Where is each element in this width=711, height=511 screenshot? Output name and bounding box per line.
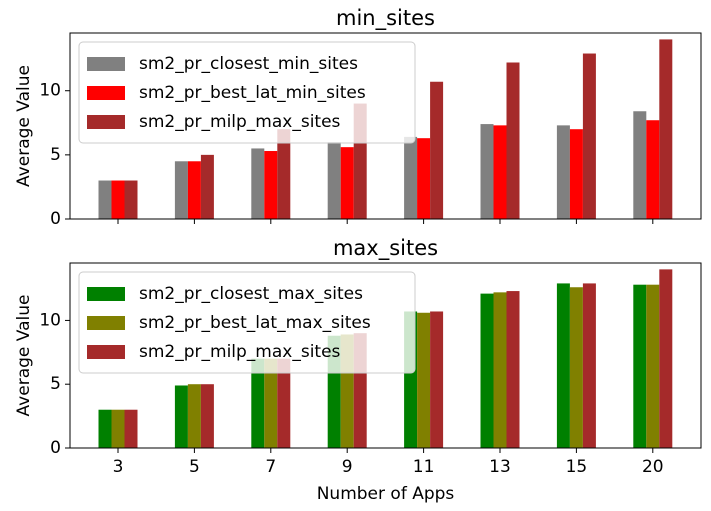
bar-sm2_pr_closest_min_sites-20 [633,111,647,219]
bar-sm2_pr_closest_min_sites-3 [98,180,112,219]
bar-sm2_pr_best_lat_min_sites-9 [340,147,354,219]
bar-sm2_pr_milp_max_sites-20 [659,39,673,220]
bar-sm2_pr_closest_min_sites-7 [251,148,265,219]
legend-box [78,41,416,144]
y-axis-label: Average Value [14,295,34,417]
legend-swatch [87,316,125,330]
bar-sm2_pr_milp_max_sites-7 [277,358,291,448]
bar-sm2_pr_best_lat_max_sites-7 [264,358,278,448]
y-tick-label: 10 [39,310,61,330]
x-tick-label: 15 [566,457,588,477]
x-axis-label: Number of Apps [317,484,455,504]
x-tick-label: 13 [489,457,511,477]
bar-sm2_pr_best_lat_min_sites-3 [111,180,125,219]
panel-min-sites: min_sites Average Value 0 5 10 sm2_pr_closest… [14,6,702,229]
legend-swatch [87,287,125,301]
bar-sm2_pr_best_lat_min_sites-5 [187,161,201,219]
legend-box [78,271,416,374]
legend-label: sm2_pr_milp_max_sites [139,342,341,362]
bar-sm2_pr_closest_min_sites-13 [480,124,494,219]
bar-sm2_pr_closest_min_sites-15 [556,125,570,219]
y-tick-label: 5 [50,145,61,165]
x-tick-label: 9 [342,457,353,477]
plot-frame [69,32,702,220]
x-tick-label: 5 [189,457,200,477]
x-tick-label: 3 [113,457,124,477]
bar-sm2_pr_milp_max_sites-11 [430,311,444,448]
bar-sm2_pr_best_lat_min_sites-7 [264,151,278,219]
x-tick-label: 20 [642,457,664,477]
bar-sm2_pr_closest_max_sites-7 [251,358,265,448]
legend-label: sm2_pr_closest_max_sites [139,284,363,304]
bar-sm2_pr_closest_max_sites-3 [98,409,112,448]
bar-sm2_pr_milp_max_sites-5 [200,384,214,448]
bar-sm2_pr_best_lat_max_sites-11 [417,312,431,448]
legend-swatch [87,115,125,129]
legend-label: sm2_pr_closest_min_sites [139,54,358,74]
y-tick-label: 10 [39,81,61,101]
bar-sm2_pr_best_lat_min_sites-15 [569,129,583,219]
bar-sm2_pr_closest_min_sites-11 [404,136,418,219]
bar-sm2_pr_milp_max_sites-15 [582,53,596,219]
legend: sm2_pr_closest_max_sites sm2_pr_best_lat_… [78,271,416,374]
bar-sm2_pr_closest_min_sites-5 [174,161,188,219]
legend-label: sm2_pr_milp_max_sites [139,112,341,132]
bar-sm2_pr_best_lat_min_sites-11 [417,138,431,219]
bar-sm2_pr_best_lat_max_sites-13 [493,292,507,448]
bar-sm2_pr_milp_max_sites-13 [506,291,520,448]
bar-sm2_pr_best_lat_max_sites-3 [111,409,125,448]
legend-label: sm2_pr_best_lat_min_sites [139,83,366,103]
legend-swatch [87,57,125,71]
bar-sm2_pr_closest_max_sites-13 [480,293,494,448]
bar-sm2_pr_closest_max_sites-5 [174,385,188,448]
bar-sm2_pr_best_lat_min_sites-20 [646,120,660,219]
bar-sm2_pr_milp_max_sites-7 [277,129,291,219]
bar-sm2_pr_best_lat_max_sites-15 [569,287,583,448]
chart-title: max_sites [333,236,438,261]
y-tick-label: 0 [50,209,61,229]
y-tick-label: 5 [50,374,61,394]
bar-sm2_pr_milp_max_sites-15 [582,283,596,448]
bar-sm2_pr_closest_max_sites-15 [556,283,570,448]
bar-sm2_pr_milp_max_sites-13 [506,62,520,219]
bar-sm2_pr_closest_max_sites-20 [633,284,647,448]
x-tick-label: 7 [265,457,276,477]
panel-max-sites: max_sites Average Value 0 5 10 3 5 7 9 11 13 15 20 Nu… [14,236,702,504]
bar-sm2_pr_milp_max_sites-11 [430,81,444,219]
bar-sm2_pr_closest_min_sites-9 [327,142,341,219]
bar-sm2_pr_milp_max_sites-20 [659,269,673,448]
y-axis-label: Average Value [14,65,34,187]
plot-frame [69,262,702,449]
legend-swatch [87,345,125,359]
bar-sm2_pr_best_lat_max_sites-5 [187,384,201,448]
legend-swatch [87,86,125,100]
legend-label: sm2_pr_best_lat_max_sites [139,313,371,333]
bar-sm2_pr_best_lat_min_sites-13 [493,125,507,219]
x-tick-label: 11 [413,457,435,477]
bar-sm2_pr_milp_max_sites-5 [200,154,214,219]
bar-sm2_pr_milp_max_sites-3 [124,180,138,219]
bar-sm2_pr_best_lat_max_sites-20 [646,284,660,448]
y-tick-label: 0 [50,438,61,458]
legend: sm2_pr_closest_min_sites sm2_pr_best_lat_… [78,41,416,144]
chart-title: min_sites [336,6,435,31]
bar-sm2_pr_milp_max_sites-3 [124,409,138,448]
